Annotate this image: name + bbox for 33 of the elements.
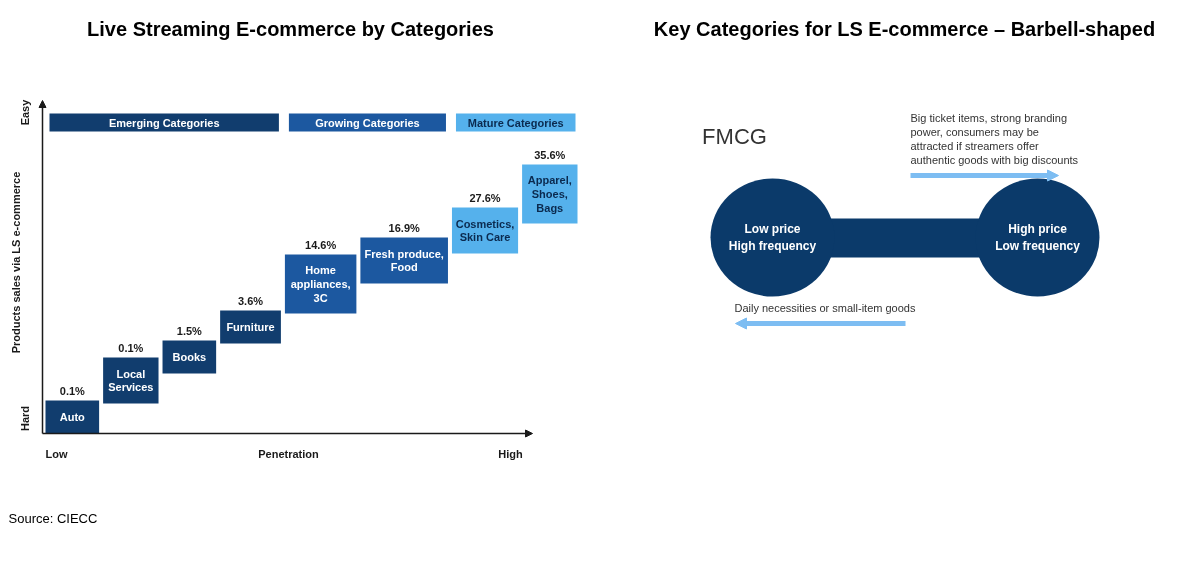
text: Easy — [18, 98, 31, 126]
text: Products sales via LS e-commerce — [9, 171, 22, 354]
text: Live Streaming E-commerce by Categories — [87, 17, 494, 40]
data-label: 35.6% — [534, 148, 566, 161]
text: Growing Categories — [315, 116, 420, 129]
category-label: Home appliances, 3C — [290, 264, 351, 304]
text: High — [498, 447, 523, 460]
data-label: 16.9% — [388, 221, 420, 234]
text: Big ticket items, strong branding power, consumers may be attracted if streamers offer authentic goods with big discounts — [910, 111, 1079, 166]
text: Hard — [18, 405, 31, 432]
category-label: Local Services — [108, 367, 154, 394]
data-label: 0.1% — [59, 384, 86, 397]
text: Key Categories for LS E-commerce – Barbell-shaped — [653, 17, 1156, 40]
category-label: High price Low frequency — [995, 222, 1081, 253]
category-label: Apparel, Shoes, Bags — [527, 174, 572, 214]
category-label: Books — [172, 351, 207, 363]
text: FMCG — [702, 124, 767, 149]
category-label: Fresh produce, Food — [364, 247, 444, 274]
data-label: 1.5% — [176, 324, 203, 337]
text: Penetration — [258, 447, 320, 460]
category-label: Furniture — [226, 321, 275, 333]
data-label: 14.6% — [305, 238, 337, 251]
source-note: Source: CIECC — [8, 511, 98, 526]
text: Low — [45, 447, 68, 460]
category-label: Low price High frequency — [728, 222, 817, 253]
text: Emerging Categories — [108, 116, 220, 129]
category-label: Cosmetics, Skin Care — [455, 217, 515, 244]
data-label: 27.6% — [469, 191, 501, 204]
data-label: 3.6% — [237, 294, 264, 307]
category-label: Auto — [59, 411, 86, 423]
text: Mature Categories — [467, 116, 564, 129]
data-label: 0.1% — [118, 341, 144, 354]
text: Daily necessities or small-item goods — [734, 301, 916, 314]
